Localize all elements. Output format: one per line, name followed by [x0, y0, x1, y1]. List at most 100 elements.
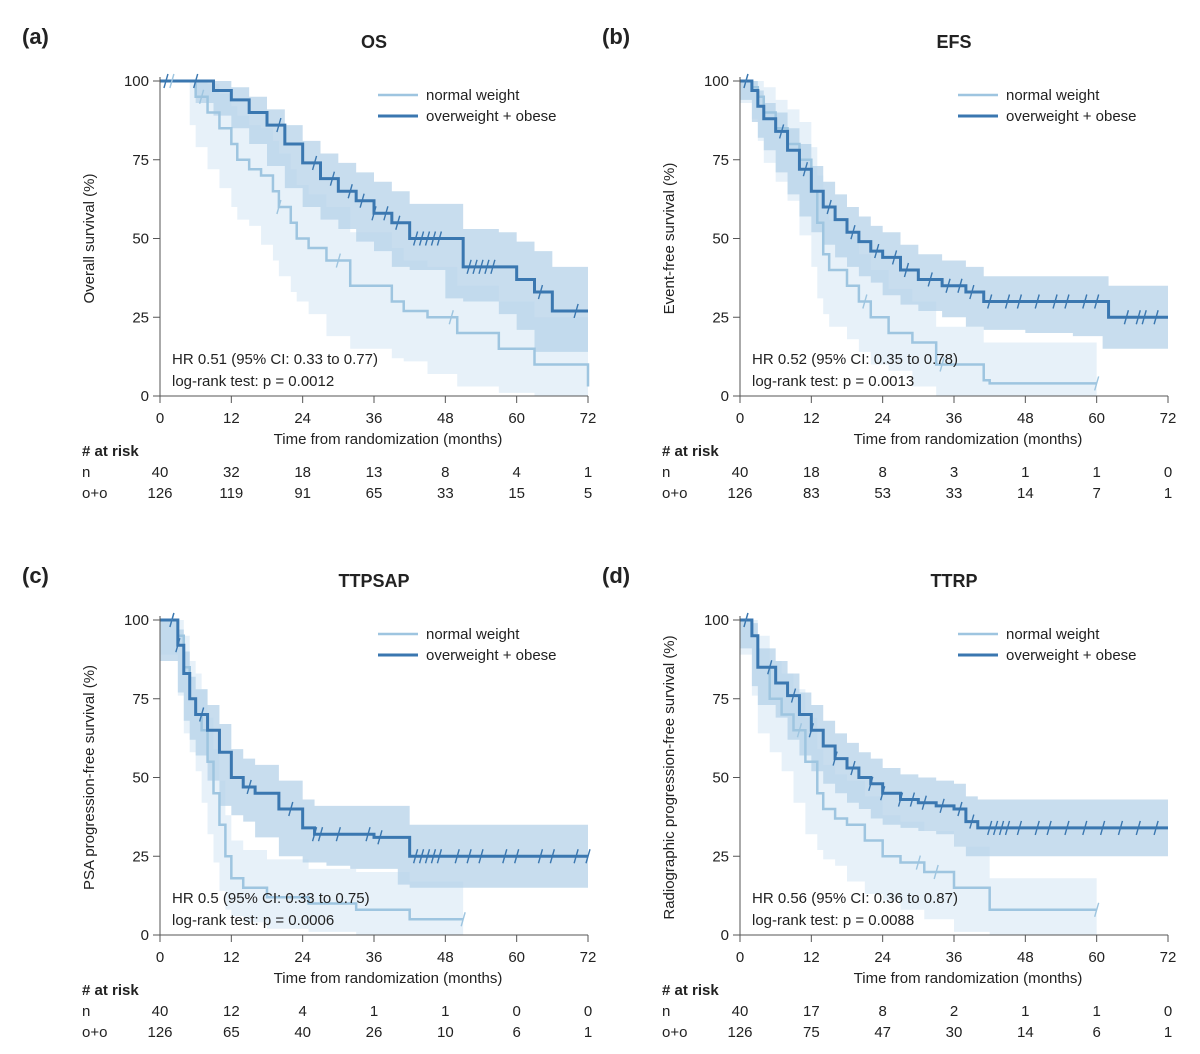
censor-mark — [826, 199, 832, 215]
censor-mark — [418, 231, 425, 246]
censor-mark — [903, 262, 910, 278]
censor-mark — [448, 310, 454, 325]
risk-row-label: o+o — [662, 485, 687, 502]
log-rank-text: log-rank test: p = 0.0006 — [172, 912, 334, 929]
risk-count: 18 — [803, 464, 820, 481]
x-tick-label: 0 — [156, 949, 164, 966]
risk-count: 0 — [584, 1003, 592, 1020]
censor-mark — [1052, 294, 1058, 309]
censor-mark — [412, 231, 419, 246]
censor-mark — [808, 723, 815, 738]
chart-title: TTPSAP — [338, 571, 409, 591]
risk-count: 40 — [732, 1003, 749, 1020]
censor-mark — [573, 303, 579, 319]
censor-mark — [992, 820, 999, 836]
censor-mark — [365, 827, 371, 842]
km-curve-normal-weight — [740, 79, 1097, 385]
chart-title: OS — [361, 32, 387, 52]
censor-mark — [395, 215, 401, 230]
risk-count: 26 — [366, 1024, 383, 1041]
x-tick-label: 72 — [580, 410, 597, 427]
risk-count: 1 — [1021, 464, 1029, 481]
risk-count: 119 — [219, 485, 243, 502]
censor-mark — [921, 795, 927, 810]
censor-mark — [778, 124, 785, 139]
risk-count: 8 — [878, 1003, 886, 1020]
y-tick-label: 25 — [712, 309, 729, 326]
y-tick-label: 100 — [124, 73, 149, 90]
x-tick-label: 36 — [946, 949, 963, 966]
censor-mark — [484, 259, 490, 275]
censor-mark — [359, 193, 365, 208]
censor-mark — [969, 814, 975, 829]
censor-mark — [1082, 294, 1088, 309]
x-axis-title: Time from randomization (months) — [274, 970, 503, 987]
risk-count: 53 — [874, 485, 891, 502]
y-axis-title: Overall survival (%) — [81, 173, 98, 303]
y-tick-label: 100 — [704, 612, 729, 629]
km-curve-normal-weight — [160, 79, 590, 387]
chart-title: TTRP — [931, 571, 978, 591]
risk-count: 10 — [437, 1024, 454, 1041]
x-tick-label: 48 — [437, 949, 454, 966]
ci-band-normal-weight — [740, 620, 1097, 935]
y-tick-label: 75 — [712, 152, 729, 169]
censor-mark — [1135, 310, 1141, 325]
censor-mark — [1093, 902, 1100, 917]
risk-count: 17 — [803, 1003, 820, 1020]
legend-label-normal-weight: normal weight — [1006, 626, 1100, 643]
censor-mark — [466, 259, 472, 275]
censor-mark — [832, 751, 838, 766]
legend-label-normal-weight: normal weight — [426, 87, 520, 104]
censor-mark — [1117, 820, 1124, 836]
km-curve-overweight-obese — [740, 79, 1168, 319]
censor-mark — [317, 827, 324, 842]
risk-count: 0 — [512, 1003, 520, 1020]
risk-count: 5 — [584, 485, 592, 502]
risk-count: 30 — [946, 1024, 963, 1041]
km-curve-normal-weight — [740, 618, 1097, 912]
y-tick-label: 0 — [721, 927, 729, 944]
censor-mark — [466, 849, 472, 864]
legend-label-overweight-obese: overweight + obese — [1006, 647, 1137, 664]
censor-mark — [424, 231, 431, 246]
censor-mark — [986, 820, 993, 836]
x-tick-label: 60 — [1088, 949, 1105, 966]
risk-count: 13 — [366, 464, 383, 481]
x-tick-label: 72 — [1160, 410, 1177, 427]
censor-mark — [743, 612, 749, 628]
censor-mark — [169, 612, 175, 628]
censor-mark — [790, 688, 797, 703]
risk-row-label: n — [82, 1003, 90, 1020]
risk-count: 126 — [147, 1024, 172, 1041]
panel-label: (a) — [22, 24, 49, 49]
risk-count: 1 — [441, 1003, 449, 1020]
censor-mark — [743, 73, 749, 89]
censor-mark — [897, 792, 904, 807]
risk-count: 12 — [223, 1003, 240, 1020]
censor-mark — [915, 855, 922, 870]
x-tick-label: 60 — [1088, 410, 1105, 427]
x-tick-label: 12 — [803, 410, 820, 427]
x-tick-label: 24 — [294, 949, 311, 966]
panel-label: (c) — [22, 563, 49, 588]
ci-band-normal-weight — [160, 620, 464, 935]
chart-title: EFS — [936, 32, 971, 52]
censor-mark — [868, 776, 874, 791]
censor-mark — [418, 849, 425, 864]
risk-count: 4 — [512, 464, 520, 481]
risk-row-label: n — [662, 464, 670, 481]
risk-count: 33 — [437, 485, 454, 502]
censor-mark — [802, 162, 809, 177]
censor-mark — [276, 199, 282, 215]
censor-mark — [933, 864, 939, 880]
x-tick-label: 48 — [1017, 949, 1034, 966]
risk-count: 40 — [294, 1024, 311, 1041]
risk-count: 0 — [1164, 1003, 1172, 1020]
x-tick-label: 60 — [508, 410, 525, 427]
panel-label: (d) — [602, 563, 630, 588]
censor-mark — [945, 278, 951, 293]
risk-count: 8 — [441, 464, 449, 481]
x-tick-label: 48 — [437, 410, 454, 427]
